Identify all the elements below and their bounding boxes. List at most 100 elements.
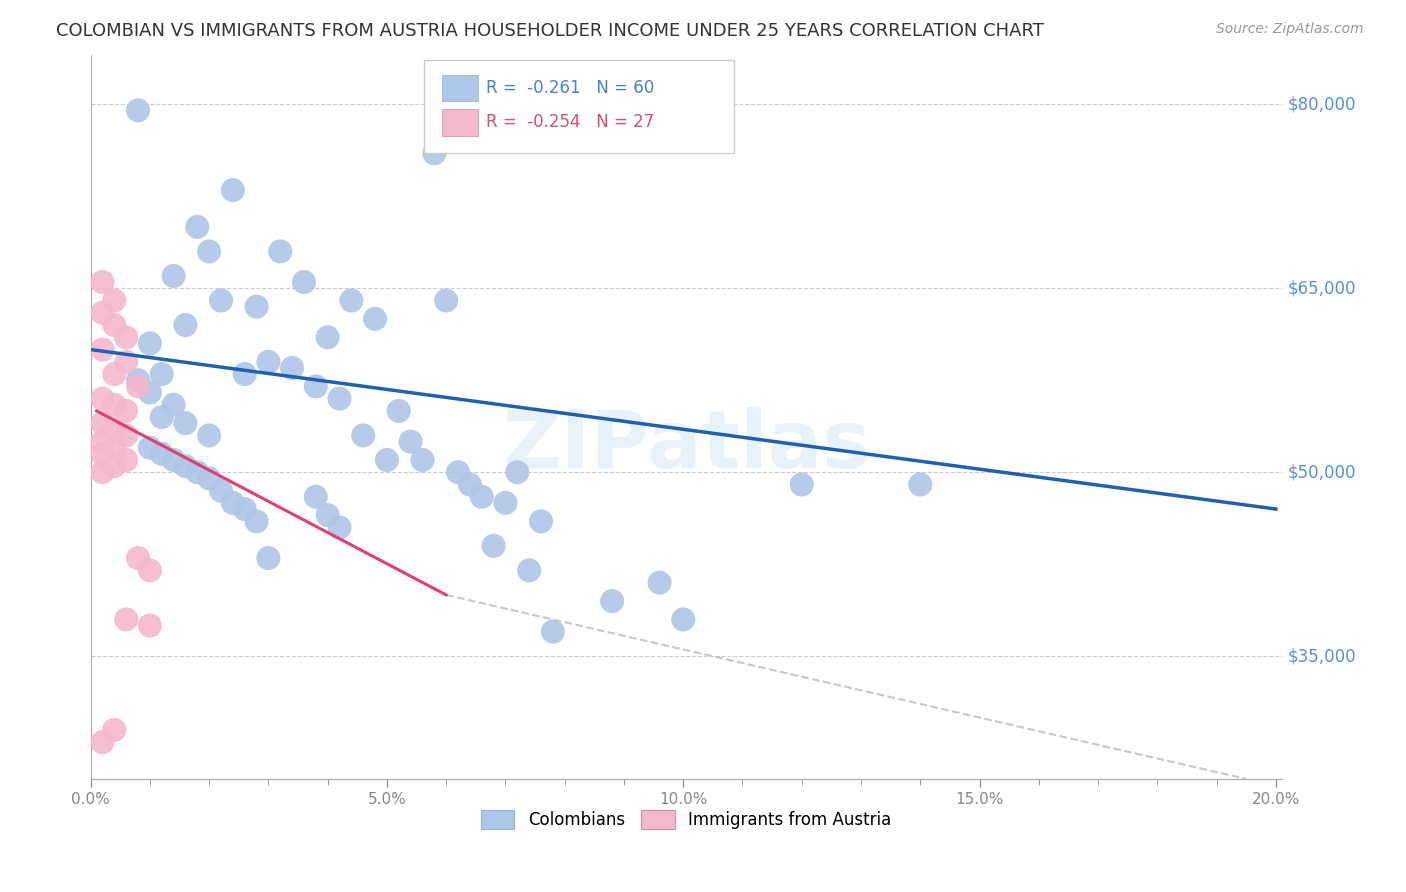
Point [222, 496, 245, 510]
Point [127, 373, 149, 387]
Point [375, 453, 398, 467]
Point [222, 183, 245, 197]
Point [423, 146, 446, 161]
Point [150, 367, 173, 381]
Point [162, 398, 184, 412]
Point [790, 477, 813, 491]
Point [364, 311, 387, 326]
Point [328, 392, 350, 406]
Point [115, 453, 138, 467]
Point [127, 551, 149, 566]
Point [91, 447, 114, 461]
Point [103, 367, 125, 381]
Point [447, 465, 470, 479]
Point [150, 410, 173, 425]
Point [411, 453, 433, 467]
Point [103, 293, 125, 308]
Point [162, 453, 184, 467]
Point [186, 465, 208, 479]
Point [198, 428, 221, 442]
Point [209, 293, 232, 308]
Point [91, 343, 114, 357]
Point [672, 612, 695, 626]
Point [399, 434, 422, 449]
Point [139, 563, 162, 577]
Point [115, 330, 138, 344]
Point [150, 447, 173, 461]
Point [648, 575, 671, 590]
FancyBboxPatch shape [441, 75, 478, 102]
Point [388, 404, 411, 418]
FancyBboxPatch shape [425, 60, 734, 153]
Point [139, 385, 162, 400]
Point [328, 520, 350, 534]
Point [115, 428, 138, 442]
Point [198, 244, 221, 259]
Text: COLOMBIAN VS IMMIGRANTS FROM AUSTRIA HOUSEHOLDER INCOME UNDER 25 YEARS CORRELATI: COLOMBIAN VS IMMIGRANTS FROM AUSTRIA HOU… [56, 22, 1045, 40]
Point [103, 422, 125, 436]
Point [530, 514, 553, 528]
Point [115, 404, 138, 418]
Point [305, 490, 328, 504]
Point [233, 367, 256, 381]
Point [506, 465, 529, 479]
Point [103, 318, 125, 332]
Point [139, 618, 162, 632]
Point [316, 508, 339, 523]
Point [305, 379, 328, 393]
Point [91, 392, 114, 406]
Legend: Colombians, Immigrants from Austria: Colombians, Immigrants from Austria [474, 803, 898, 836]
Text: R =  -0.261   N = 60: R = -0.261 N = 60 [486, 78, 654, 96]
Point [340, 293, 363, 308]
Point [198, 471, 221, 485]
Point [174, 318, 197, 332]
Point [174, 416, 197, 430]
Point [103, 459, 125, 474]
Point [103, 441, 125, 455]
Point [209, 483, 232, 498]
Point [281, 361, 304, 376]
Text: $65,000: $65,000 [1288, 279, 1357, 297]
Text: R =  -0.254   N = 27: R = -0.254 N = 27 [486, 113, 654, 131]
Point [91, 735, 114, 749]
Point [139, 336, 162, 351]
Point [91, 416, 114, 430]
Point [162, 268, 184, 283]
Point [139, 441, 162, 455]
Point [269, 244, 291, 259]
Point [541, 624, 564, 639]
Text: $50,000: $50,000 [1288, 463, 1357, 481]
Text: ZIPatlas: ZIPatlas [502, 407, 870, 485]
Point [103, 398, 125, 412]
Point [245, 300, 267, 314]
Point [292, 275, 315, 289]
Point [91, 434, 114, 449]
Point [910, 477, 932, 491]
Text: $35,000: $35,000 [1288, 648, 1357, 665]
Point [352, 428, 374, 442]
Point [91, 275, 114, 289]
Point [482, 539, 505, 553]
Point [316, 330, 339, 344]
Point [257, 355, 280, 369]
Point [471, 490, 494, 504]
FancyBboxPatch shape [441, 110, 478, 136]
Point [115, 355, 138, 369]
Point [174, 459, 197, 474]
Point [186, 219, 208, 234]
Point [127, 103, 149, 118]
Point [458, 477, 481, 491]
Text: Source: ZipAtlas.com: Source: ZipAtlas.com [1216, 22, 1364, 37]
Point [257, 551, 280, 566]
Point [127, 379, 149, 393]
Point [233, 502, 256, 516]
Point [434, 293, 457, 308]
Point [91, 306, 114, 320]
Text: $80,000: $80,000 [1288, 95, 1357, 113]
Point [600, 594, 623, 608]
Point [91, 465, 114, 479]
Point [494, 496, 516, 510]
Point [103, 723, 125, 737]
Point [115, 612, 138, 626]
Point [517, 563, 540, 577]
